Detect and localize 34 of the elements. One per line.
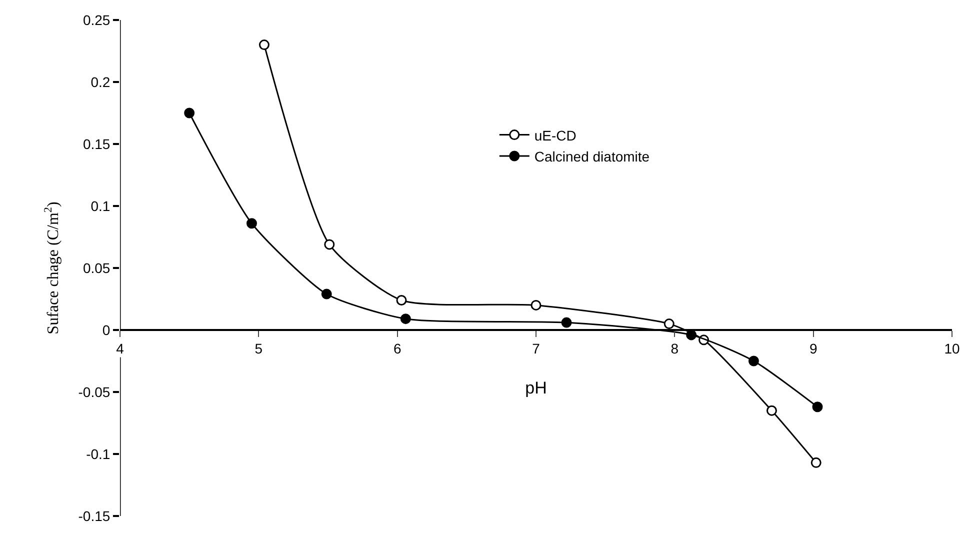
point [324,239,335,250]
point [766,405,777,416]
x-tick-label: 4 [116,340,124,357]
y-tick-label: 0 [102,322,110,338]
point [184,108,195,118]
point [748,356,759,366]
point [810,457,822,468]
x-axis-title: pH [525,378,547,398]
legend-label: uE-CD [534,127,576,144]
point [258,40,270,50]
point [664,318,674,330]
y-tick-label: 0.25 [82,12,110,28]
point [396,294,407,306]
y-tick-label: 0.15 [82,136,110,152]
x-tick-label: 5 [254,340,263,357]
x-tick-label: 10 [944,340,960,357]
legend-label: Calcined diatomite [534,148,650,164]
point [400,314,411,324]
y-tick-label: 0.05 [82,260,110,276]
point [530,300,542,310]
point [561,317,572,328]
x-tick-label: 6 [393,340,402,357]
x-tick-label: 8 [670,340,679,357]
x-tick-label: 9 [809,340,818,357]
point [246,218,257,229]
y-tick-label: -0.15 [78,508,110,524]
point [812,402,823,412]
y-tick-label: 0.2 [90,74,110,90]
y-tick-label: -0.1 [86,446,110,462]
x-tick-label: 7 [532,340,540,357]
y-tick-label: -0.05 [78,384,110,400]
y-tick-label: 0.1 [90,198,110,214]
point [321,288,332,300]
point [686,330,697,340]
